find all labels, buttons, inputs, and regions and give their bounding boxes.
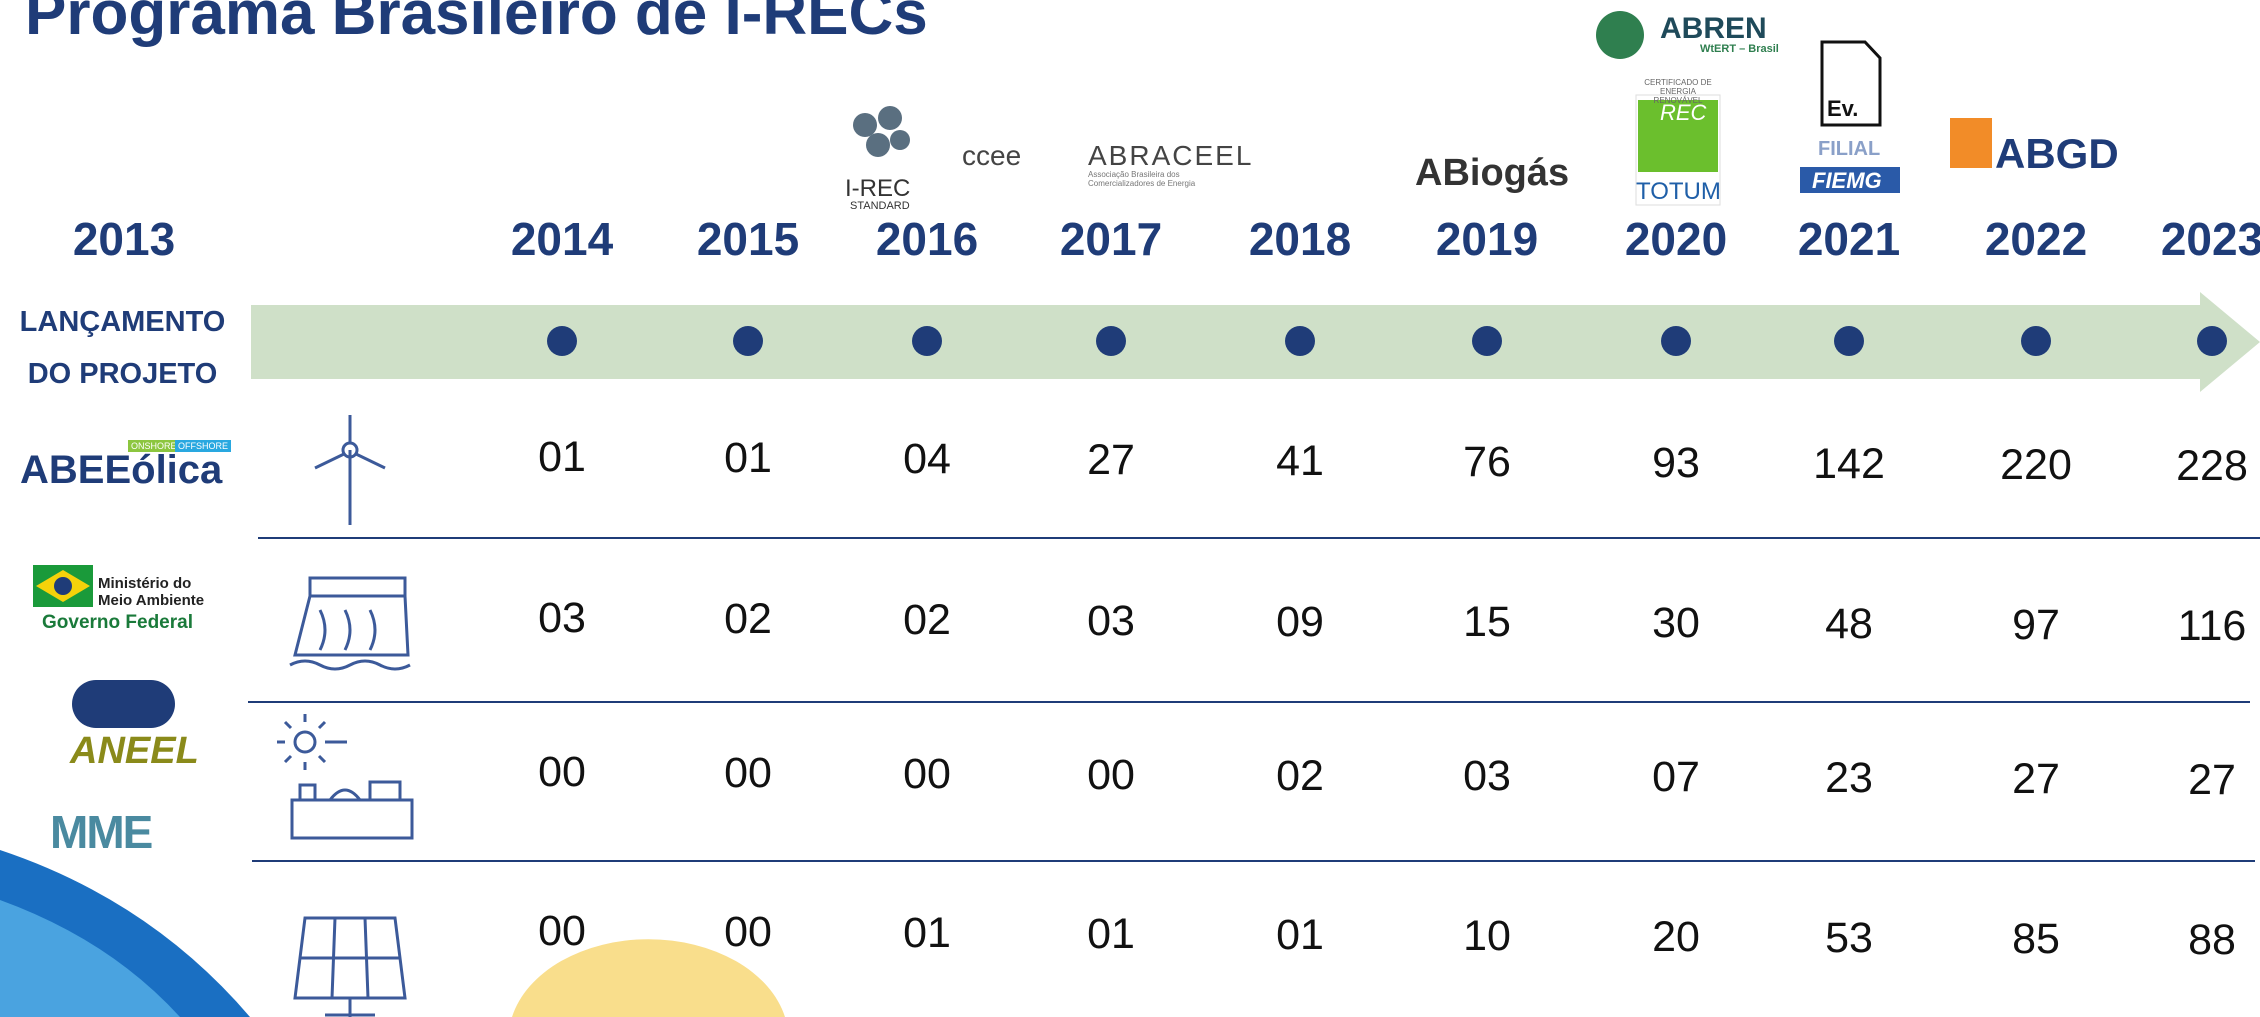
logo-text: OFFSHORE (175, 440, 231, 452)
cell-value: 220 (2000, 441, 2072, 490)
cell-value: 03 (538, 594, 586, 643)
flag-circle (54, 577, 72, 595)
cell-value: 76 (1463, 438, 1511, 487)
logo-text: ANEEL (70, 730, 199, 773)
abren-mark (1596, 11, 1644, 59)
cell-value: 30 (1652, 599, 1700, 648)
cell-value: 03 (1087, 597, 1135, 646)
year-label: 2020 (1625, 212, 1727, 266)
aneel-mark (72, 680, 175, 728)
timeline-dot (733, 326, 763, 356)
logo-text: REC (1660, 100, 1706, 126)
wind-icon (315, 415, 385, 525)
year-label: 2017 (1060, 212, 1162, 266)
cell-value: 02 (1276, 752, 1324, 801)
cell-value: 20 (1652, 913, 1700, 962)
year-label: 2022 (1985, 212, 2087, 266)
cell-value: 00 (538, 748, 586, 797)
year-label: 2016 (876, 212, 978, 266)
cell-value: 97 (2012, 601, 2060, 650)
cell-value: 01 (903, 909, 951, 958)
cell-value: 02 (724, 595, 772, 644)
logo-text: Ministério do Meio Ambiente (98, 575, 218, 609)
timeline-dot (912, 326, 942, 356)
cell-value: 93 (1652, 439, 1700, 488)
cell-value: 01 (724, 434, 772, 483)
logo-text: STANDARD (850, 200, 910, 212)
year-label: 2013 (73, 212, 175, 266)
logo-text: Ev. (1827, 96, 1858, 122)
cell-value: 02 (903, 596, 951, 645)
cell-value: 01 (1276, 911, 1324, 960)
cell-value: 27 (2188, 756, 2236, 805)
year-label: 2019 (1436, 212, 1538, 266)
irec-mark (853, 106, 910, 157)
launch-label: LANÇAMENTO DO PROJETO (10, 296, 235, 400)
cell-value: 116 (2178, 602, 2247, 651)
logo-text: FIEMG (1812, 168, 1882, 194)
logo-text: ABEEólica (20, 448, 222, 493)
timeline-dot (2197, 326, 2227, 356)
logo-text: FILIAL (1818, 138, 1880, 161)
cell-value: 00 (724, 749, 772, 798)
logo-text: ccee (962, 140, 1021, 172)
logo-text: TOTUM (1636, 178, 1721, 206)
logo-text: Governo Federal (42, 612, 193, 634)
cell-value: 41 (1276, 437, 1324, 486)
cell-value: 228 (2176, 442, 2248, 491)
logo-text: ABGD (1995, 130, 2119, 178)
logo-text: ABREN (1660, 12, 1767, 46)
cell-value: 53 (1825, 914, 1873, 963)
logo-text: I-REC (845, 175, 910, 203)
slide: Programa Brasileiro de I-RECs LANÇAMENTO… (0, 0, 2260, 1017)
logo-text: MME (50, 805, 151, 859)
logo-text: WtERT – Brasil (1700, 43, 1779, 55)
cell-value: 15 (1463, 598, 1511, 647)
timeline-dot (1285, 326, 1315, 356)
cell-value: 03 (1463, 752, 1511, 801)
cell-value: 10 (1463, 912, 1511, 961)
cell-value: 09 (1276, 598, 1324, 647)
logo-text: ABiogás (1415, 152, 1569, 195)
timeline-dot (1096, 326, 1126, 356)
cell-value: 00 (538, 907, 586, 956)
solar-icon (295, 918, 405, 1017)
timeline-dot (1661, 326, 1691, 356)
cell-value: 142 (1813, 440, 1885, 489)
year-label: 2018 (1249, 212, 1351, 266)
timeline-dot (547, 326, 577, 356)
cell-value: 27 (2012, 755, 2060, 804)
logo-text: Associação Brasileira dos Comercializado… (1088, 170, 1203, 188)
cell-value: 01 (538, 433, 586, 482)
logo-text: ABRACEEL (1088, 140, 1253, 172)
year-label: 2014 (511, 212, 613, 266)
cell-value: 00 (724, 908, 772, 957)
timeline-dot (2021, 326, 2051, 356)
cell-value: 00 (1087, 751, 1135, 800)
abgd-mark (1950, 118, 1992, 168)
year-label: 2021 (1798, 212, 1900, 266)
logo-text: ONSHORE (128, 440, 180, 452)
sun-factory-icon (277, 714, 412, 838)
cell-value: 04 (903, 435, 951, 484)
year-label: 2023 (2161, 212, 2260, 266)
cell-value: 48 (1825, 600, 1873, 649)
cell-value: 23 (1825, 754, 1873, 803)
cell-value: 85 (2012, 915, 2060, 964)
timeline-dot (1472, 326, 1502, 356)
cell-value: 27 (1087, 436, 1135, 485)
hydro-icon (290, 578, 410, 669)
cell-value: 00 (903, 750, 951, 799)
cell-value: 01 (1087, 910, 1135, 959)
title: Programa Brasileiro de I-RECs (25, 0, 928, 49)
cell-value: 88 (2188, 916, 2236, 965)
cell-value: 07 (1652, 753, 1700, 802)
timeline-dot (1834, 326, 1864, 356)
year-label: 2015 (697, 212, 799, 266)
row-separators (248, 538, 2260, 861)
